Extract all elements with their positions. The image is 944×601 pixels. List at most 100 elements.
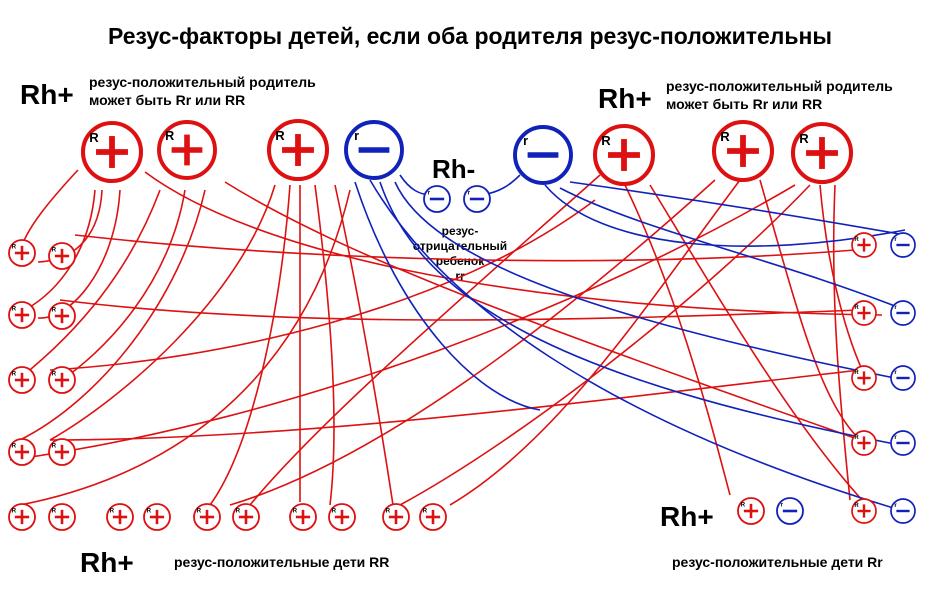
blue-line-1 [369, 179, 901, 511]
blue-line-6 [559, 187, 906, 311]
right-row-3-b-minus-circle-icon: r [890, 365, 916, 391]
bottom-right-rh-label: Rh+ [660, 501, 714, 532]
left-row-3-b-plus-circle-icon: R [48, 366, 76, 394]
right-parent-rh-label: Rh+ [598, 83, 652, 114]
right-parent-2-plus-circle-icon: R [592, 123, 656, 187]
allele-letter: R [332, 508, 337, 514]
left-parent-1-plus-circle-icon: R [80, 120, 144, 184]
bottom-pair-3-a-plus-circle-icon: R [193, 503, 221, 531]
left-row-4-a-plus-circle-icon: R [8, 438, 36, 466]
bottom-pair-2-a-plus-circle-icon: R [106, 503, 134, 531]
left-parent-4-minus-circle-icon: r [344, 120, 404, 180]
allele-letter: R [854, 237, 859, 243]
right-row-5-a-plus-circle-icon: R [851, 498, 877, 524]
red-line-15 [19, 189, 351, 506]
bottom-pair-2-b-plus-circle-icon: R [143, 503, 171, 531]
right-parent-4-plus-circle-icon: R [790, 121, 854, 185]
bottom-right-pair-a-plus-circle-icon: R [737, 497, 765, 525]
red-line-8 [144, 171, 883, 316]
red-line-1 [19, 169, 79, 253]
center-note-line3: ребенок [436, 254, 486, 268]
center-note-line1: резус- [442, 224, 479, 238]
allele-letter: R [52, 508, 57, 514]
bottom-right-pair-b-minus-circle-icon: r [776, 497, 804, 525]
red-line-20 [229, 179, 716, 506]
red-line-22 [759, 179, 861, 441]
red-line-7 [19, 189, 206, 441]
blue-line-5 [544, 184, 906, 247]
left-row-2-b-plus-circle-icon: R [48, 302, 76, 330]
allele-letter: R [854, 503, 859, 509]
allele-letter: R [12, 306, 17, 312]
right-row-2-a-plus-circle-icon: R [851, 300, 877, 326]
red-line-26 [832, 184, 851, 501]
right-parent-1-minus-circle-icon: r [513, 125, 573, 185]
blue-line-4 [354, 181, 541, 411]
right-row-4-b-minus-circle-icon: r [890, 430, 916, 456]
red-line-21 [449, 179, 741, 506]
red-line-28 [59, 299, 861, 321]
allele-letter: R [854, 305, 859, 311]
center-child-1-minus-circle-icon: r [423, 185, 451, 213]
bottom-pair-1-b-plus-circle-icon: R [48, 503, 76, 531]
right-row-3-a-plus-circle-icon: R [851, 365, 877, 391]
red-line-17 [624, 184, 731, 496]
allele-letter: r [894, 305, 897, 311]
allele-letter: r [428, 190, 431, 196]
bottom-pair-4-a-plus-circle-icon: R [289, 503, 317, 531]
red-line-16 [249, 174, 601, 506]
allele-letter: R [854, 370, 859, 376]
allele-letter: r [894, 237, 897, 243]
bottom-pair-3-b-plus-circle-icon: R [232, 503, 260, 531]
bottom-pair-5-b-plus-circle-icon: R [419, 503, 447, 531]
right-row-2-b-minus-circle-icon: r [890, 300, 916, 326]
allele-letter: r [894, 503, 897, 509]
red-line-9 [224, 181, 861, 441]
allele-letter: R [52, 443, 57, 449]
right-parent-note-line2: может быть Rr или RR [666, 96, 822, 112]
allele-letter: r [781, 502, 784, 508]
allele-letter: R [386, 508, 391, 514]
right-row-4-a-plus-circle-icon: R [851, 430, 877, 456]
allele-letter: r [894, 435, 897, 441]
allele-letter: R [423, 508, 428, 514]
red-line-5 [19, 189, 161, 379]
left-parent-rh-label: Rh+ [20, 79, 74, 110]
red-line-13 [314, 184, 335, 506]
left-parent-note-line1: резус-положительный родитель [89, 74, 316, 90]
bottom-right-caption: резус-положительные дети Rr [672, 554, 883, 570]
allele-letter: R [720, 129, 730, 144]
allele-letter: R [601, 133, 611, 148]
red-line-14 [334, 184, 394, 506]
left-row-1-a-plus-circle-icon: R [8, 239, 36, 267]
allele-letter: R [275, 128, 285, 143]
allele-letter: R [12, 371, 17, 377]
blue-line-2 [379, 181, 901, 446]
red-line-10 [49, 184, 276, 441]
left-row-3-a-plus-circle-icon: R [8, 366, 36, 394]
left-row-1-b-plus-circle-icon: R [48, 242, 76, 270]
allele-letter: R [89, 130, 99, 145]
allele-letter: r [354, 129, 359, 143]
red-line-18 [649, 184, 863, 501]
bottom-left-rh-label: Rh+ [80, 547, 134, 578]
center-rh-label: Rh- [432, 154, 475, 184]
right-row-5-b-minus-circle-icon: r [890, 498, 916, 524]
allele-letter: R [110, 508, 115, 514]
allele-letter: R [12, 244, 17, 250]
allele-letter: R [52, 247, 57, 253]
bottom-pair-5-a-plus-circle-icon: R [382, 503, 410, 531]
bottom-left-caption: резус-положительные дети RR [174, 554, 389, 570]
allele-letter: R [147, 508, 152, 514]
allele-letter: r [894, 370, 897, 376]
red-line-25 [819, 184, 871, 386]
allele-letter: R [799, 131, 809, 146]
right-parent-3-plus-circle-icon: R [711, 119, 775, 183]
right-row-1-b-minus-circle-icon: r [890, 232, 916, 258]
blue-line-7 [569, 181, 906, 236]
allele-letter: R [12, 443, 17, 449]
red-line-24 [399, 184, 811, 506]
allele-letter: R [197, 508, 202, 514]
